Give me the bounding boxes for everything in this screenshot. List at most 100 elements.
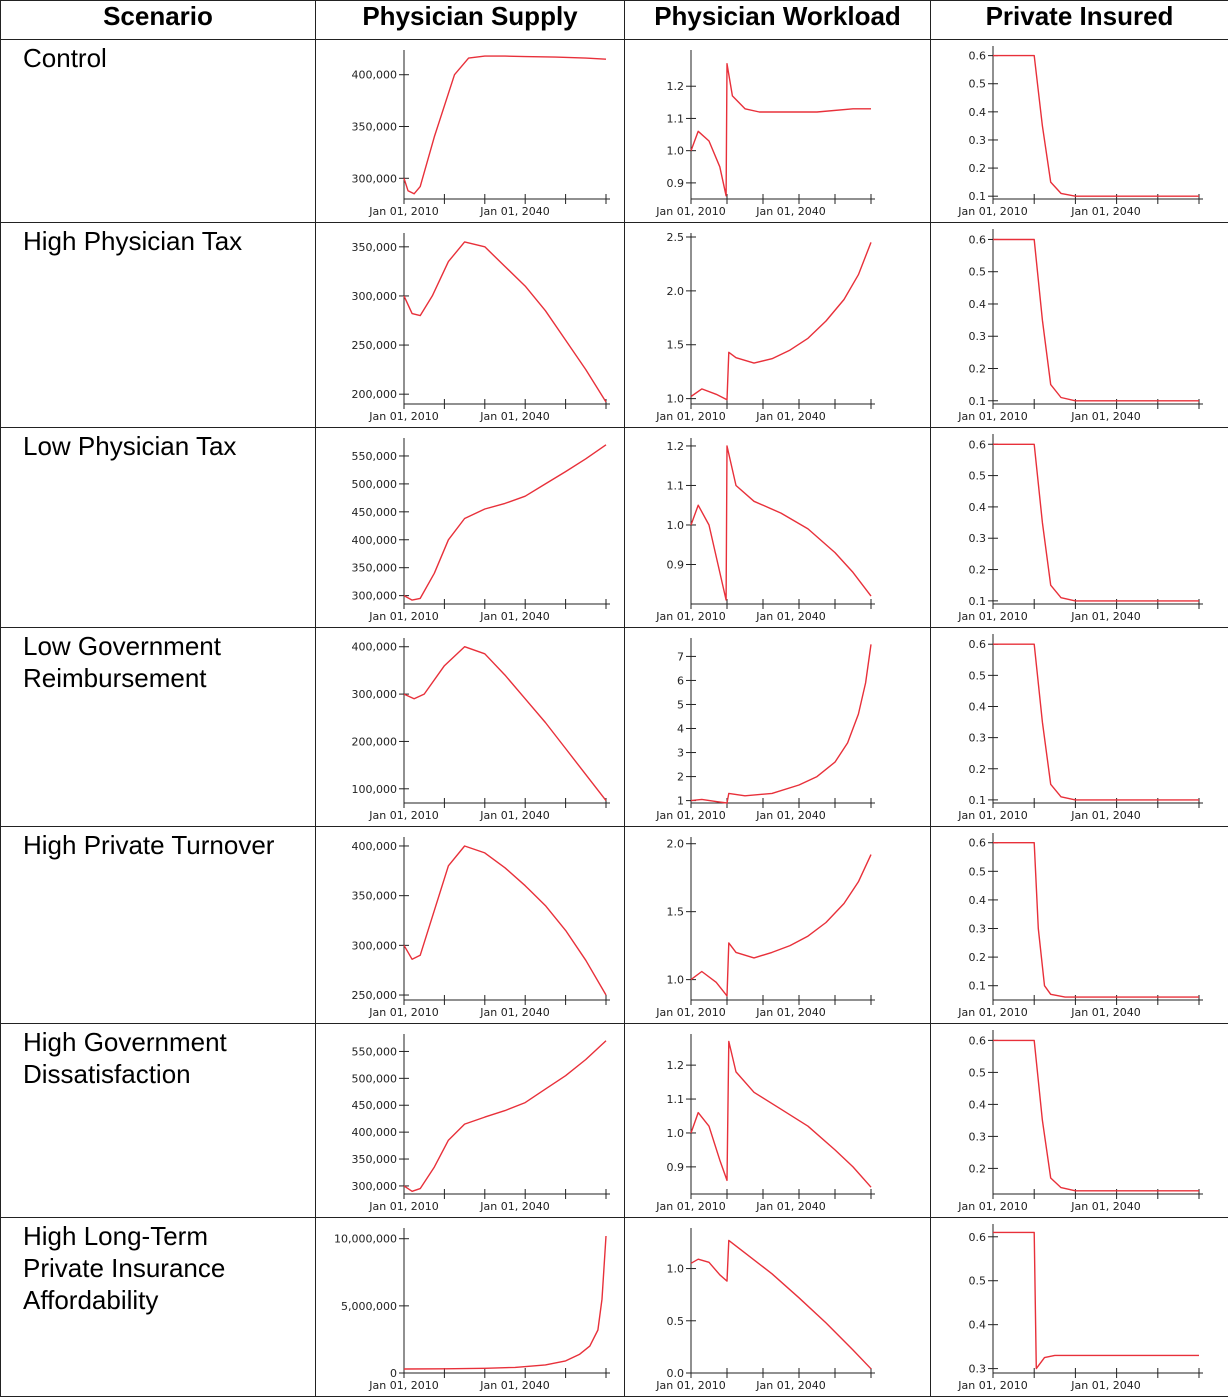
y-tick-label: 0.2 xyxy=(969,162,987,175)
y-tick-label: 0.6 xyxy=(969,233,987,246)
y-tick-label: 350,000 xyxy=(352,121,398,134)
y-tick-label: 1.5 xyxy=(667,339,685,352)
y-tick-label: 0.6 xyxy=(969,1231,987,1244)
x-tick-label: Jan 01, 2040 xyxy=(479,1006,549,1019)
x-tick-label: Jan 01, 2010 xyxy=(368,1006,438,1019)
scenario-name: Low Physician Tax xyxy=(1,428,316,628)
x-tick-label: Jan 01, 2040 xyxy=(479,809,549,822)
x-tick-label: Jan 01, 2040 xyxy=(479,410,549,423)
y-tick-label: 1.5 xyxy=(667,906,685,919)
y-tick-label: 1.0 xyxy=(667,393,685,406)
y-tick-label: 0.4 xyxy=(969,894,987,907)
series-line xyxy=(993,444,1199,601)
y-tick-label: 0.2 xyxy=(969,564,987,577)
y-tick-label: 500,000 xyxy=(352,478,398,491)
x-tick-label: Jan 01, 2010 xyxy=(655,410,725,423)
y-tick-label: 7 xyxy=(677,650,684,663)
y-tick-label: 0.5 xyxy=(969,78,987,91)
y-tick-label: 300,000 xyxy=(352,939,398,952)
y-tick-label: 100,000 xyxy=(352,783,398,796)
y-tick-label: 0.2 xyxy=(969,951,987,964)
y-tick-label: 1.0 xyxy=(667,974,685,987)
y-tick-label: 0.5 xyxy=(969,1066,987,1079)
y-tick-label: 0.5 xyxy=(667,1315,685,1328)
y-tick-label: 400,000 xyxy=(352,69,398,82)
y-tick-label: 5 xyxy=(677,698,684,711)
y-tick-label: 0.1 xyxy=(969,395,987,408)
x-tick-label: Jan 01, 2010 xyxy=(957,1200,1027,1213)
header-row: Scenario Physician Supply Physician Work… xyxy=(1,1,1228,40)
x-tick-label: Jan 01, 2010 xyxy=(655,1379,725,1392)
series-line xyxy=(404,647,606,801)
series-line xyxy=(691,1041,871,1187)
y-tick-label: 0.4 xyxy=(969,700,987,713)
header-physician-supply: Physician Supply xyxy=(316,1,625,40)
y-tick-label: 2.0 xyxy=(667,285,685,298)
x-tick-label: Jan 01, 2040 xyxy=(755,1379,825,1392)
y-tick-label: 0.6 xyxy=(969,837,987,850)
y-tick-label: 300,000 xyxy=(352,590,398,603)
series-line xyxy=(404,242,606,402)
y-tick-label: 0.3 xyxy=(969,134,987,147)
x-tick-label: Jan 01, 2040 xyxy=(479,610,549,623)
x-tick-label: Jan 01, 2040 xyxy=(1070,1200,1140,1213)
y-tick-label: 0.4 xyxy=(969,106,987,119)
scenario-name-line: Affordability xyxy=(23,1284,315,1316)
y-tick-label: 400,000 xyxy=(352,641,398,654)
y-tick-label: 350,000 xyxy=(352,1153,398,1166)
x-tick-label: Jan 01, 2040 xyxy=(1070,205,1140,218)
x-tick-label: Jan 01, 2040 xyxy=(755,205,825,218)
header-scenario: Scenario xyxy=(1,1,316,40)
y-tick-label: 400,000 xyxy=(352,840,398,853)
x-tick-label: Jan 01, 2010 xyxy=(368,410,438,423)
y-tick-label: 1.0 xyxy=(667,1263,685,1276)
y-tick-label: 1.2 xyxy=(667,440,685,453)
x-tick-label: Jan 01, 2040 xyxy=(1070,1006,1140,1019)
y-tick-label: 0.3 xyxy=(969,1130,987,1143)
header-physician-workload: Physician Workload xyxy=(625,1,931,40)
x-tick-label: Jan 01, 2040 xyxy=(479,1200,549,1213)
y-tick-label: 0.1 xyxy=(969,595,987,608)
y-tick-label: 0.9 xyxy=(667,1161,685,1174)
y-tick-label: 0.1 xyxy=(969,794,987,807)
y-tick-label: 0.4 xyxy=(969,1098,987,1111)
scenario-name: High Private Turnover xyxy=(1,827,316,1024)
scenario-name-line: Reimbursement xyxy=(23,662,315,694)
y-tick-label: 1.1 xyxy=(667,479,685,492)
y-tick-label: 0.5 xyxy=(969,865,987,878)
y-tick-label: 0.5 xyxy=(969,669,987,682)
scenario-name-line: Dissatisfaction xyxy=(23,1058,315,1090)
series-line xyxy=(691,644,871,803)
series-line xyxy=(404,846,606,995)
y-tick-label: 5,000,000 xyxy=(341,1300,397,1313)
y-tick-label: 2.0 xyxy=(667,838,685,851)
y-tick-label: 1.1 xyxy=(667,1093,685,1106)
y-tick-label: 1.2 xyxy=(667,80,685,93)
y-tick-label: 0.5 xyxy=(969,1275,987,1288)
header-private-insured: Private Insured xyxy=(931,1,1228,40)
y-tick-label: 550,000 xyxy=(352,450,398,463)
y-tick-label: 0.3 xyxy=(969,1363,987,1376)
y-tick-label: 350,000 xyxy=(352,562,398,575)
x-tick-label: Jan 01, 2010 xyxy=(957,610,1027,623)
scenario-name-line: Low Physician Tax xyxy=(23,430,315,462)
y-tick-label: 0.4 xyxy=(969,501,987,514)
y-tick-label: 400,000 xyxy=(352,1126,398,1139)
x-tick-label: Jan 01, 2010 xyxy=(368,610,438,623)
